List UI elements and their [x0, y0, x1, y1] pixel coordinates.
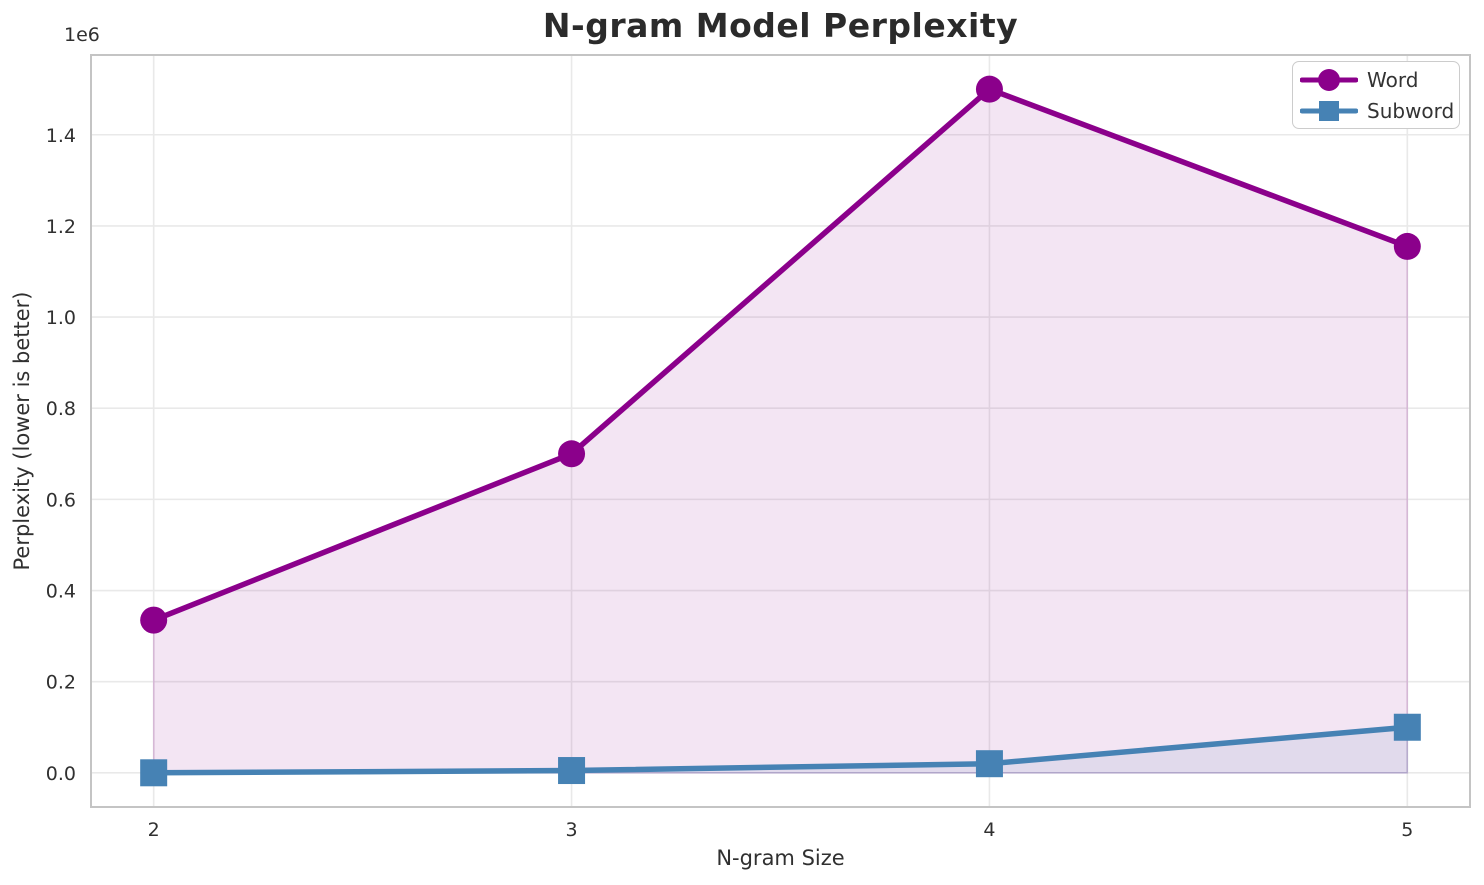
word-marker — [975, 75, 1003, 103]
subword-marker — [1393, 713, 1421, 741]
y-tick-label: 0.6 — [46, 489, 76, 511]
word-fill-area — [152, 88, 1409, 774]
legend-item-word: Word — [1300, 67, 1449, 93]
word-marker — [140, 606, 168, 634]
word-line-marker-icon — [1300, 68, 1358, 91]
y-tick-label: 0.2 — [46, 672, 76, 694]
word-marker — [1393, 232, 1421, 260]
y-axis-offset-label: 1e6 — [64, 24, 100, 46]
x-tick-label: 4 — [983, 819, 995, 841]
y-tick-label: 1.0 — [46, 307, 76, 329]
legend-label-subword: Subword — [1367, 98, 1455, 123]
y-tick-label: 1.2 — [46, 216, 76, 238]
legend-item-subword: Subword — [1300, 98, 1454, 124]
y-tick-label: 0.0 — [46, 763, 76, 785]
x-axis-label: N-gram Size — [716, 846, 845, 870]
y-tick-label: 0.8 — [46, 398, 76, 420]
x-tick-label: 5 — [1401, 819, 1413, 841]
y-axis-label: Perplexity (lower is better) — [10, 291, 34, 571]
subword-marker — [975, 750, 1003, 778]
subword-line — [150, 724, 1411, 776]
y-tick-label: 0.4 — [46, 581, 76, 603]
axes-spines — [90, 54, 1471, 808]
x-tick-label: 3 — [566, 819, 578, 841]
subword-line-marker-icon — [1300, 100, 1358, 121]
legend: Word Subword — [1292, 61, 1460, 129]
y-tick-label: 1.4 — [46, 125, 76, 147]
word-line — [150, 86, 1411, 623]
x-tick-label: 2 — [148, 819, 160, 841]
subword-marker — [140, 759, 168, 787]
word-marker — [558, 440, 586, 468]
chart-title: N-gram Model Perplexity — [542, 6, 1019, 45]
legend-label-word: Word — [1367, 67, 1419, 92]
subword-marker — [558, 757, 586, 785]
